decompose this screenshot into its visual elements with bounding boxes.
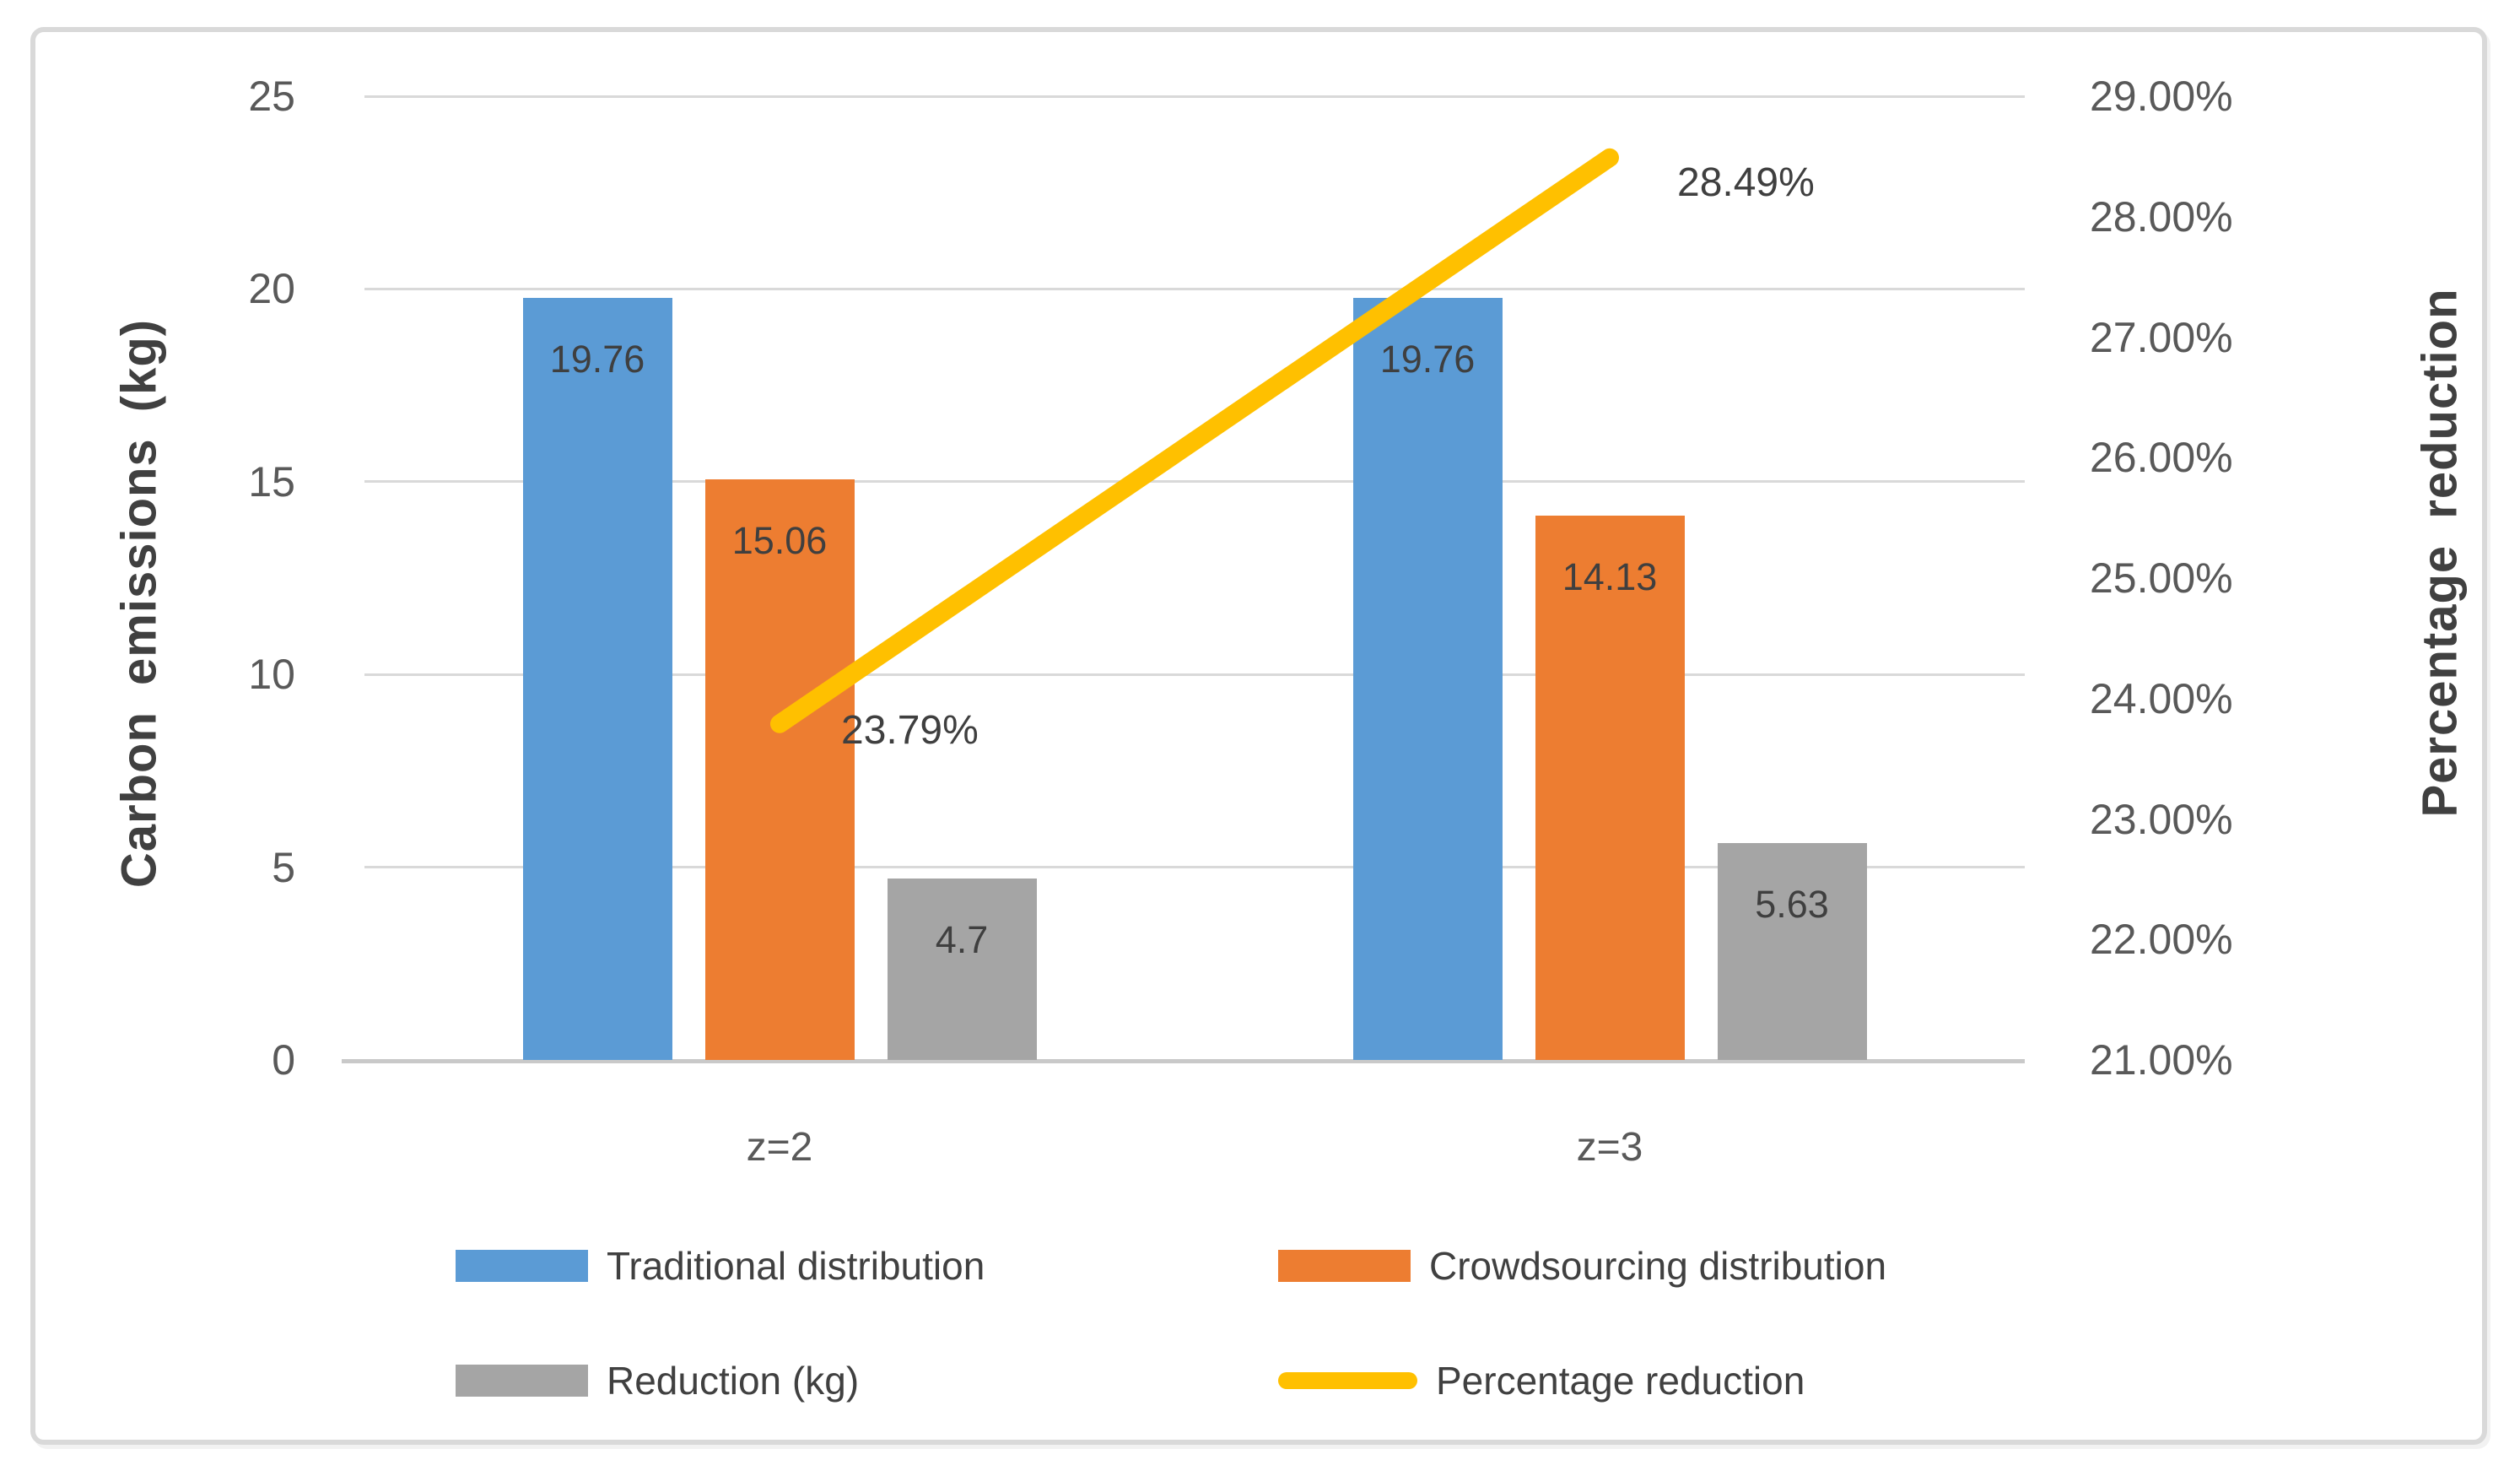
- data-label: 14.13: [1562, 554, 1658, 598]
- gridline-0: [342, 1058, 2025, 1063]
- right-tick-23.00%: 23.00%: [2090, 795, 2233, 843]
- right-tick-27.00%: 27.00%: [2090, 313, 2233, 361]
- left-tick-25: 25: [248, 73, 295, 120]
- bar-traditional-distribution-z=3: [1352, 298, 1503, 1060]
- data-label: 19.76: [1379, 338, 1476, 381]
- data-label: 5.63: [1755, 882, 1829, 926]
- right-tick-21.00%: 21.00%: [2090, 1036, 2233, 1084]
- legend-item-crowdsourcing-distribution: Crowdsourcing distribution: [1278, 1235, 1886, 1296]
- legend-color-swatch: [456, 1250, 588, 1282]
- legend-item-traditional-distribution: Traditional distribution: [456, 1235, 985, 1296]
- line-data-label: 23.79%: [841, 707, 979, 753]
- legend-item-percentage-reduction: Percentage reduction: [1278, 1350, 1805, 1411]
- bar-crowdsourcing-distribution-z=2: [704, 479, 855, 1060]
- legend-label: Crowdsourcing distribution: [1429, 1244, 1887, 1288]
- left-tick-5: 5: [272, 843, 295, 891]
- data-label: 19.76: [549, 338, 645, 381]
- category-label-z-2: z=2: [746, 1125, 813, 1170]
- line-data-label: 28.49%: [1677, 159, 1815, 205]
- legend-label: Reduction (kg): [607, 1359, 860, 1403]
- bar-reduction-kg--z=2: [887, 879, 1037, 1060]
- legend-color-swatch: [456, 1365, 588, 1397]
- data-label: 15.06: [731, 519, 828, 563]
- right-tick-24.00%: 24.00%: [2090, 674, 2233, 722]
- legend-item-reduction-kg-: Reduction (kg): [456, 1350, 859, 1411]
- category-label-z-3: z=3: [1576, 1125, 1643, 1170]
- gridline-20: [364, 287, 2025, 290]
- left-tick-0: 0: [272, 1036, 295, 1084]
- left-tick-20: 20: [248, 265, 295, 313]
- legend-line-swatch: [1278, 1372, 1417, 1389]
- right-tick-29.00%: 29.00%: [2090, 73, 2233, 120]
- left-tick-10: 10: [248, 651, 295, 699]
- right-tick-28.00%: 28.00%: [2090, 192, 2233, 241]
- bar-reduction-kg--z=3: [1717, 842, 1867, 1060]
- left-tick-15: 15: [248, 457, 295, 506]
- right-tick-22.00%: 22.00%: [2090, 916, 2233, 964]
- gridline-5: [364, 866, 2025, 869]
- right-axis-title: Percentage reduction: [2412, 288, 2468, 818]
- gridline-25: [364, 95, 2025, 98]
- bar-traditional-distribution-z=2: [522, 298, 672, 1060]
- legend-label: Traditional distribution: [607, 1244, 985, 1288]
- right-tick-25.00%: 25.00%: [2090, 554, 2233, 602]
- right-tick-26.00%: 26.00%: [2090, 434, 2233, 482]
- data-label: 4.7: [935, 918, 989, 962]
- legend-color-swatch: [1278, 1250, 1411, 1282]
- legend-label: Percentage reduction: [1436, 1359, 1805, 1403]
- left-axis-title: Carbon emissions (kg): [111, 318, 167, 889]
